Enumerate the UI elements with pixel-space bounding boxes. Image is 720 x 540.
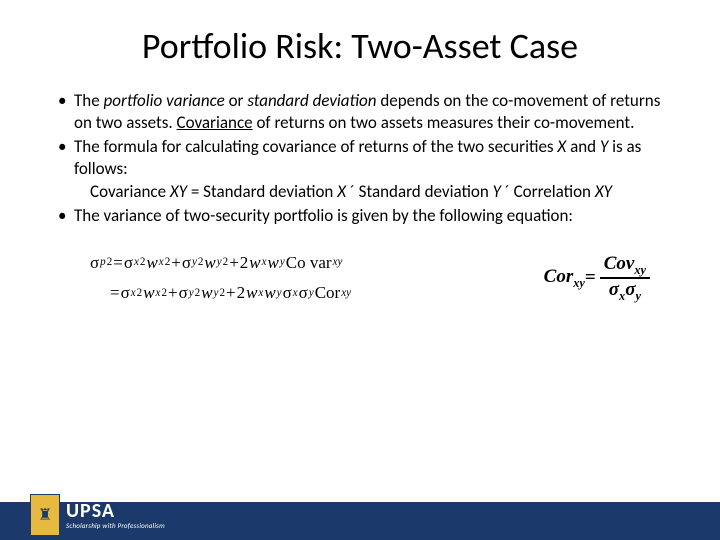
sub: xy: [333, 253, 343, 273]
covar: Co var: [286, 248, 332, 279]
sigma: σ: [182, 248, 191, 279]
sub: y: [280, 253, 285, 273]
text: The variance of two-security portfolio i…: [74, 205, 573, 226]
w: w: [249, 248, 260, 279]
plus: +: [229, 248, 239, 279]
text-italic: XY: [170, 181, 187, 202]
text-italic: portfolio variance: [104, 90, 225, 111]
text-italic: Y: [600, 136, 608, 157]
sub: x: [258, 284, 263, 304]
cor-label: Cor: [544, 266, 574, 287]
sub: xy: [634, 263, 646, 277]
sub: x: [293, 284, 298, 304]
text: ´ Correlation: [501, 181, 595, 202]
formula-right: Corxy = Covxy σxσy: [544, 253, 650, 303]
sup: 2: [219, 284, 225, 304]
bullet-3: The variance of two-security portfolio i…: [58, 205, 680, 227]
fraction: Covxy σxσy: [600, 253, 650, 303]
w: w: [268, 248, 279, 279]
sup: 2: [223, 253, 229, 273]
w: w: [146, 248, 157, 279]
content-body: The portfolio variance or standard devia…: [40, 90, 680, 309]
sigma: σ: [609, 279, 619, 300]
sub: y: [635, 289, 640, 303]
cov-label: Cov: [604, 253, 635, 274]
sub: y: [277, 284, 282, 304]
sigma: σ: [179, 278, 188, 309]
w: w: [264, 278, 275, 309]
w: w: [246, 278, 257, 309]
text-italic: X: [557, 136, 566, 157]
text: of returns on two assets measures their …: [253, 112, 635, 133]
bullet-1: The portfolio variance or standard devia…: [58, 90, 680, 134]
formula-line-2: = σx2 wx2 + σy2 wy2 + 2 wx wy σx σy Corx…: [90, 278, 351, 309]
sub: y: [217, 253, 222, 273]
formula-left: σp2 = σx2 wx2 + σy2 wy2 + 2 wx wy Co var…: [90, 248, 351, 309]
eq: =: [585, 266, 596, 291]
footer-logo: ♜ UPSA Scholarship with Professionalism: [30, 494, 165, 536]
sigma: σ: [90, 248, 99, 279]
sigma: σ: [124, 248, 133, 279]
sup: 2: [107, 253, 113, 273]
sub: y: [309, 284, 314, 304]
sub: x: [131, 284, 136, 304]
text: The: [74, 90, 104, 111]
sub: x: [262, 253, 267, 273]
logo-name: UPSA: [66, 501, 165, 521]
two: 2: [240, 248, 249, 279]
eq: =: [110, 278, 120, 309]
formula-line-1: σp2 = σx2 wx2 + σy2 wy2 + 2 wx wy Co var…: [90, 248, 351, 279]
logo-badge-icon: ♜: [30, 494, 60, 536]
two: 2: [237, 278, 246, 309]
sub: x: [156, 284, 161, 304]
sigma: σ: [121, 278, 130, 309]
cor: Cor: [315, 278, 341, 309]
sub: x: [159, 253, 164, 273]
sub: y: [189, 284, 194, 304]
logo-tagline: Scholarship with Professionalism: [66, 522, 165, 529]
plus: +: [168, 278, 178, 309]
w: w: [201, 278, 212, 309]
text: or: [225, 90, 248, 111]
footer: ♜ UPSA Scholarship with Professionalism: [0, 490, 720, 540]
formula-row: σp2 = σx2 wx2 + σy2 wy2 + 2 wx wy Co var…: [40, 248, 680, 309]
logo-text: UPSA Scholarship with Professionalism: [66, 501, 165, 529]
eq: =: [113, 248, 123, 279]
slide: Portfolio Risk: Two-Asset Case The portf…: [0, 0, 720, 540]
sup: 2: [140, 253, 146, 273]
sub: p: [100, 253, 106, 273]
bullet-2: The formula for calculating covariance o…: [58, 136, 680, 203]
text: The formula for calculating covariance o…: [74, 136, 557, 157]
text: Covariance: [90, 181, 170, 202]
text-underline: Covariance: [177, 112, 253, 133]
sigma: σ: [625, 279, 635, 300]
sup: 2: [198, 253, 204, 273]
text: and: [566, 136, 600, 157]
text-italic: Y: [493, 181, 501, 202]
sub: x: [134, 253, 139, 273]
sup: 2: [195, 284, 201, 304]
text-italic: standard deviation: [247, 90, 376, 111]
sup: 2: [165, 253, 171, 273]
text-italic: XY: [595, 181, 612, 202]
sub: y: [192, 253, 197, 273]
w: w: [143, 278, 154, 309]
sup: 2: [137, 284, 143, 304]
text: ´ Standard deviation: [346, 181, 493, 202]
sigma: σ: [283, 278, 292, 309]
sub: xy: [573, 276, 585, 290]
plus: +: [226, 278, 236, 309]
bullet-2-sub: Covariance XY = Standard deviation X ´ S…: [74, 181, 680, 203]
text-italic: X: [337, 181, 346, 202]
w: w: [204, 248, 215, 279]
text: = Standard deviation: [187, 181, 337, 202]
sub: y: [214, 284, 219, 304]
page-title: Portfolio Risk: Two-Asset Case: [40, 24, 680, 68]
sub: xy: [341, 284, 351, 304]
sup: 2: [161, 284, 167, 304]
sigma: σ: [299, 278, 308, 309]
plus: +: [171, 248, 181, 279]
